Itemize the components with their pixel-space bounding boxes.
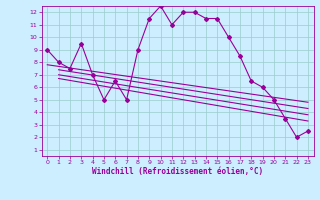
X-axis label: Windchill (Refroidissement éolien,°C): Windchill (Refroidissement éolien,°C) <box>92 167 263 176</box>
